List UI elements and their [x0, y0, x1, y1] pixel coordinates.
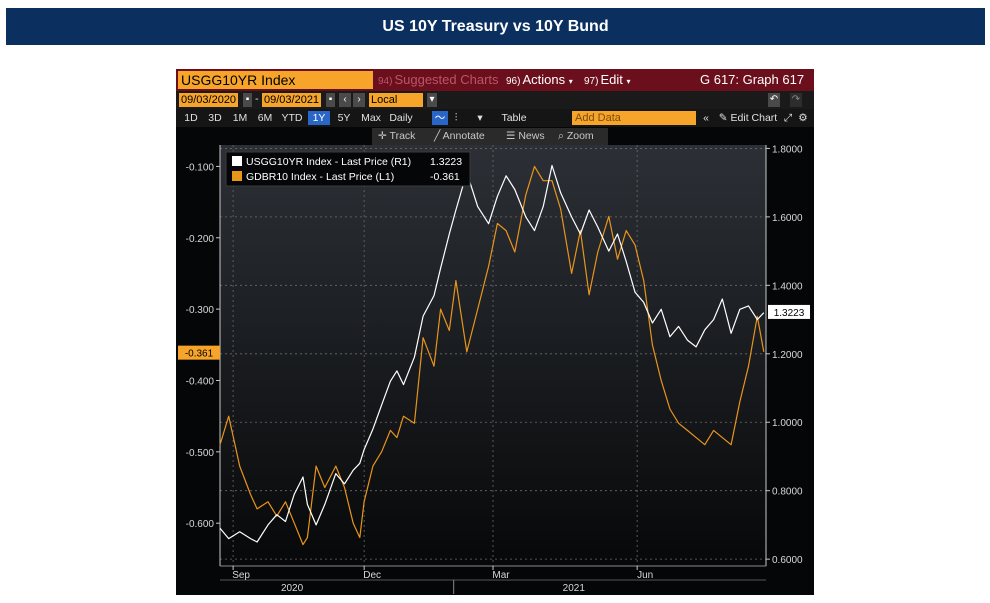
edit-chart-button[interactable]: ✎ Edit Chart: [716, 111, 780, 125]
left-axis-tick-label: -0.200: [186, 234, 215, 245]
settings-gear-icon[interactable]: ⚙: [798, 112, 808, 124]
left-axis-tick-label: -0.300: [186, 305, 215, 316]
line-chart-icon[interactable]: 〜: [432, 111, 448, 125]
start-calendar-icon[interactable]: ▪: [243, 93, 252, 107]
series-line-gdbr10: [219, 165, 765, 546]
zoom-label: Zoom: [566, 130, 594, 142]
bloomberg-terminal: USGG10YR Index 94) Suggested Charts 96) Ac…: [176, 65, 814, 595]
table-button[interactable]: Table: [501, 112, 527, 124]
end-calendar-icon[interactable]: ▪: [326, 93, 335, 107]
command-bar: USGG10YR Index 94) Suggested Charts 96) Ac…: [176, 69, 814, 91]
legend-label-usgg: USGG10YR Index - Last Price (R1): [246, 156, 411, 168]
legend-value-usgg: 1.3223: [430, 156, 462, 168]
left-axis-tick-label: -0.600: [186, 519, 215, 530]
last-value-text-usgg: 1.3223: [774, 308, 805, 319]
x-axis-month-label: Jun: [637, 570, 653, 581]
edit-caret-icon: ▾: [626, 77, 631, 86]
x-axis-month-label: Mar: [492, 570, 510, 581]
track-tool[interactable]: ✛ Track: [378, 128, 415, 145]
banner-title: US 10Y Treasury vs 10Y Bund: [382, 17, 609, 35]
edit-chart-label: Edit Chart: [730, 112, 778, 124]
chart-type-caret-icon[interactable]: ▾: [477, 112, 483, 124]
end-date-field[interactable]: 09/03/2021: [262, 93, 322, 107]
zoom-tool[interactable]: ⌕ Zoom: [558, 128, 594, 145]
bar-chart-icon[interactable]: ⫶: [454, 112, 458, 124]
edit-label: Edit: [600, 72, 623, 87]
edit-chart-pencil-icon: ✎: [718, 112, 728, 124]
zoom-icon: ⌕: [558, 130, 564, 142]
last-value-badge-usgg: [768, 304, 810, 319]
prev-period-icon[interactable]: ‹: [339, 93, 351, 107]
left-axis-tick-label: -0.400: [186, 376, 215, 387]
news-icon: ☰: [506, 130, 516, 142]
redo-icon[interactable]: ↷: [790, 93, 802, 107]
last-value-badge-gdbr: [178, 345, 220, 360]
right-axis-tick-label: 1.0000: [772, 418, 803, 429]
tf-1m[interactable]: 1M: [232, 112, 248, 124]
x-axis-month-label: Sep: [232, 570, 250, 581]
track-icon: ✛: [378, 130, 387, 142]
graph-label: G 617: Graph 617: [700, 72, 805, 87]
tf-3d[interactable]: 3D: [208, 112, 222, 124]
tf-1d[interactable]: 1D: [184, 112, 198, 124]
actions-num: 96): [506, 76, 521, 87]
right-axis-tick-label: 1.8000: [772, 144, 803, 155]
right-axis-tick-label: 1.4000: [772, 281, 803, 292]
date-separator: -: [255, 93, 259, 105]
chart-legend: USGG10YR Index - Last Price (R1) 1.3223 …: [225, 151, 471, 187]
tf-5y[interactable]: 5Y: [337, 112, 351, 124]
legend-swatch-gdbr: [232, 171, 242, 181]
tf-ytd[interactable]: YTD: [281, 112, 303, 124]
actions-caret-icon: ▾: [568, 77, 573, 86]
suggested-charts-num: 94): [378, 76, 393, 87]
timeframe-bar: 1D 3D 1M 6M YTD 1Y 5Y Max Daily ▾ 〜 ⫶ ▾ …: [176, 109, 814, 138]
date-bar: 09/03/2020 ▪ - 09/03/2021 ▪ ‹ › Local CC…: [176, 91, 814, 120]
edit-menu[interactable]: 97) Edit ▾: [584, 71, 631, 89]
news-tool[interactable]: ☰ News: [506, 128, 545, 145]
annotate-label: Annotate: [442, 130, 485, 142]
annotate-tool[interactable]: ╱ Annotate: [434, 128, 485, 145]
x-axis-year-label: 2021: [563, 583, 586, 594]
right-axis-tick-label: 0.6000: [772, 555, 803, 566]
tf-6m[interactable]: 6M: [257, 112, 273, 124]
news-label: News: [518, 130, 545, 142]
left-axis-tick-label: -0.500: [186, 448, 215, 459]
legend-swatch-usgg: [232, 156, 242, 166]
actions-menu[interactable]: 96) Actions ▾: [506, 71, 573, 89]
x-axis-month-label: Dec: [363, 570, 381, 581]
add-data-input[interactable]: Add Data: [572, 111, 696, 125]
suggested-charts-button[interactable]: 94) Suggested Charts: [378, 71, 499, 89]
legend-box: [225, 151, 471, 187]
right-axis-tick-label: 0.8000: [772, 487, 803, 498]
undo-icon[interactable]: ↶: [768, 93, 780, 107]
page-banner: US 10Y Treasury vs 10Y Bund: [6, 8, 985, 45]
left-axis-tick-label: -0.100: [186, 162, 215, 173]
x-axis-year-label: 2020: [281, 583, 304, 594]
last-value-text-gdbr: -0.361: [185, 349, 214, 360]
security-field[interactable]: USGG10YR Index: [178, 71, 373, 89]
collapse-icon[interactable]: «: [703, 112, 709, 124]
series-line-usgg10yr: [219, 164, 765, 543]
start-date-field[interactable]: 09/03/2020: [179, 93, 239, 107]
chart-tools-bar: ✛ Track ╱ Annotate ☰ News ⌕ Zoom: [372, 128, 608, 145]
actions-label: Actions: [522, 72, 566, 87]
right-axis-tick-label: 1.6000: [772, 213, 803, 224]
expand-icon[interactable]: ⤢: [783, 112, 793, 124]
edit-num: 97): [584, 76, 599, 87]
price-chart[interactable]: 1.8000 1.6000 1.4000 1.2000 1.0000 0.8000 0.60…: [176, 65, 814, 595]
annotate-icon: ╱: [434, 130, 441, 142]
right-axis-tick-label: 1.2000: [772, 350, 803, 361]
track-label: Track: [389, 130, 416, 142]
terminal-top-edge: [176, 65, 814, 69]
currency-caret-icon[interactable]: ▾: [427, 93, 437, 107]
legend-label-gdbr: GDBR10 Index - Last Price (L1): [246, 171, 394, 183]
suggested-charts-label: Suggested Charts: [394, 72, 499, 87]
tf-1y[interactable]: 1Y: [308, 111, 330, 125]
periodicity-label: Daily: [389, 112, 413, 124]
legend-value-gdbr: -0.361: [430, 171, 460, 183]
next-period-icon[interactable]: ›: [353, 93, 365, 107]
tf-max[interactable]: Max: [361, 112, 381, 124]
